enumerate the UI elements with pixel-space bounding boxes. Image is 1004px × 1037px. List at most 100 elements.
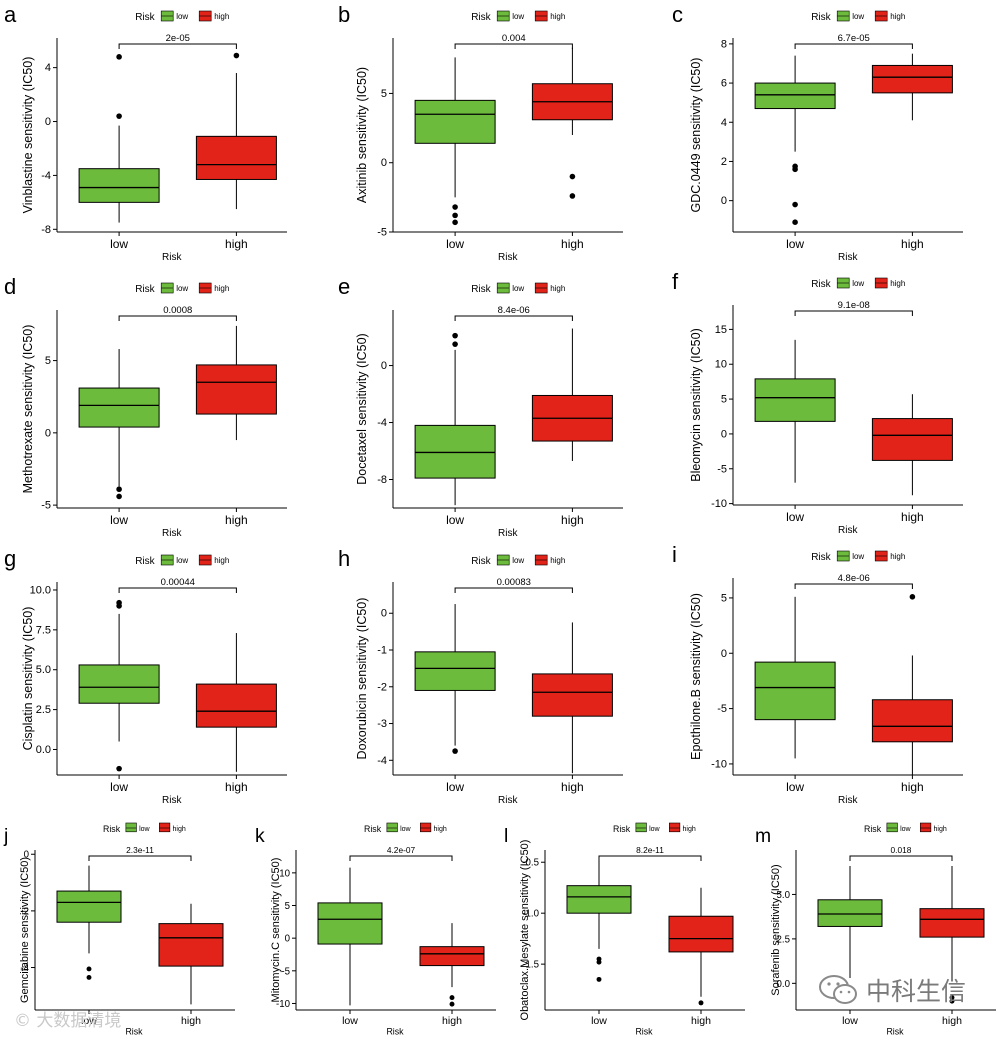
legend-label-low: low: [176, 556, 188, 565]
outlier-point: [949, 998, 955, 1004]
significance-bracket: [598, 855, 702, 861]
significance-bracket: [794, 310, 913, 316]
panel-letter-k: k: [255, 825, 265, 847]
p-value-label: 4.2e-07: [387, 845, 416, 855]
outlier-point: [116, 493, 122, 500]
x-axis-label: Risk: [498, 528, 518, 539]
box-iqr-high: [871, 64, 953, 94]
panel-letter-i: i: [672, 542, 677, 567]
x-tick-label-low: low: [110, 237, 128, 251]
x-tick-label-low: low: [786, 510, 804, 524]
x-axis-label: Risk: [838, 525, 858, 536]
y-axis-label: Cisplatin sensitivity (IC50): [21, 607, 35, 751]
x-axis-label: Risk: [162, 528, 182, 539]
p-value-label: 0.0008: [163, 305, 192, 316]
outlier-point: [569, 193, 576, 199]
legend-key-high: [420, 822, 432, 833]
y-axis-label: Mitomycin.C sensitivity (IC50): [270, 858, 282, 1003]
x-tick-label-high: high: [561, 513, 584, 527]
legend-title: Risk: [135, 556, 155, 567]
legend-label-low: low: [852, 279, 864, 288]
box-low: [566, 857, 632, 982]
y-tick-label: -1.0: [522, 909, 539, 920]
x-tick-label-low: low: [81, 1015, 97, 1027]
y-axis-label: Epothilone.B sensitivity (IC50): [689, 593, 703, 760]
p-value-label: 8.2e-11: [636, 845, 664, 855]
box-iqr-high: [668, 915, 734, 953]
box-iqr-low: [78, 168, 160, 203]
box-iqr-low: [754, 378, 836, 422]
legend-label-high: high: [550, 12, 565, 21]
y-tick-label: 5.0: [777, 890, 790, 901]
legend-key-high: [669, 822, 681, 833]
box-iqr-low: [317, 902, 383, 945]
legend-label-low: low: [512, 12, 524, 21]
y-tick-label: -1.5: [522, 960, 539, 971]
x-tick-label-low: low: [110, 513, 128, 527]
panel-h: h Risk low high -4 -3 -2 -1 0 Doxorubicin sensiti…: [338, 546, 623, 806]
box-high: [531, 622, 613, 774]
box-iqr-high: [195, 364, 277, 415]
x-tick-label-high: high: [561, 780, 584, 794]
y-axis-label: Doxorubicin sensitivity (IC50): [355, 598, 369, 760]
legend-key-high: [159, 822, 171, 833]
y-tick-label: 2: [721, 156, 727, 168]
y-tick-label: 0: [381, 608, 387, 620]
box-iqr-high: [158, 923, 224, 967]
panel-letter-d: d: [4, 274, 16, 299]
legend-label-low: low: [176, 12, 188, 21]
outlier-point: [792, 219, 798, 226]
panel-g: g Risk low high 0.0 2.5 5.0 7.5 10.0 Cisplatin se…: [4, 546, 287, 806]
y-tick-label: 2.5: [777, 934, 790, 945]
box-iqr-high: [195, 135, 277, 180]
legend-title: Risk: [471, 556, 491, 567]
box-high: [871, 53, 953, 121]
outlier-point: [116, 765, 122, 772]
legend-key-low: [125, 822, 137, 833]
panel-b: b Risk low high -5 0 5 Axitinib sensitivity (IC…: [338, 2, 623, 263]
x-axis-label: Risk: [498, 252, 518, 263]
box-iqr-high: [419, 946, 485, 967]
box-iqr-low: [566, 885, 632, 914]
p-value-label: 0.018: [891, 845, 912, 855]
outlier-point: [452, 212, 458, 219]
panel-letter-j: j: [3, 825, 8, 847]
outlier-point: [909, 594, 916, 600]
y-tick-label: 10.0: [30, 584, 51, 596]
p-value-label: 2.3e-11: [126, 845, 154, 855]
legend-label-high: high: [214, 556, 229, 565]
box-iqr-low: [414, 424, 496, 479]
legend-label-low: low: [900, 826, 911, 833]
y-tick-label: 0: [24, 850, 29, 861]
legend-label-high: high: [890, 12, 905, 21]
outlier-point: [596, 959, 602, 965]
y-tick-label: -8: [377, 474, 387, 486]
y-tick-label: -2: [20, 906, 29, 917]
outlier-point: [452, 219, 458, 226]
legend-label-low: low: [400, 826, 411, 833]
box-low: [754, 596, 836, 759]
box-high: [871, 394, 953, 496]
panel-letter-b: b: [338, 2, 350, 27]
y-tick-label: 8: [721, 38, 727, 50]
y-tick-label: 0: [45, 116, 51, 128]
outlier-point: [569, 173, 576, 180]
box-low: [78, 349, 160, 500]
legend-label-high: high: [434, 826, 447, 833]
p-value-label: 8.4e-06: [498, 305, 530, 316]
box-iqr-low: [414, 99, 496, 144]
box-low: [414, 604, 496, 754]
y-tick-label: 0: [721, 648, 727, 660]
y-tick-label: -5: [281, 966, 290, 977]
box-iqr-low: [78, 664, 160, 704]
outlier-point: [233, 52, 240, 59]
box-iqr-low: [56, 890, 122, 923]
legend-key-low: [386, 822, 398, 833]
box-low: [414, 57, 496, 226]
y-tick-label: -4: [377, 417, 387, 429]
y-tick-label: -4: [20, 963, 29, 974]
box-iqr-low: [78, 387, 160, 428]
y-tick-label: -2: [377, 681, 387, 693]
box-high: [919, 866, 985, 1004]
